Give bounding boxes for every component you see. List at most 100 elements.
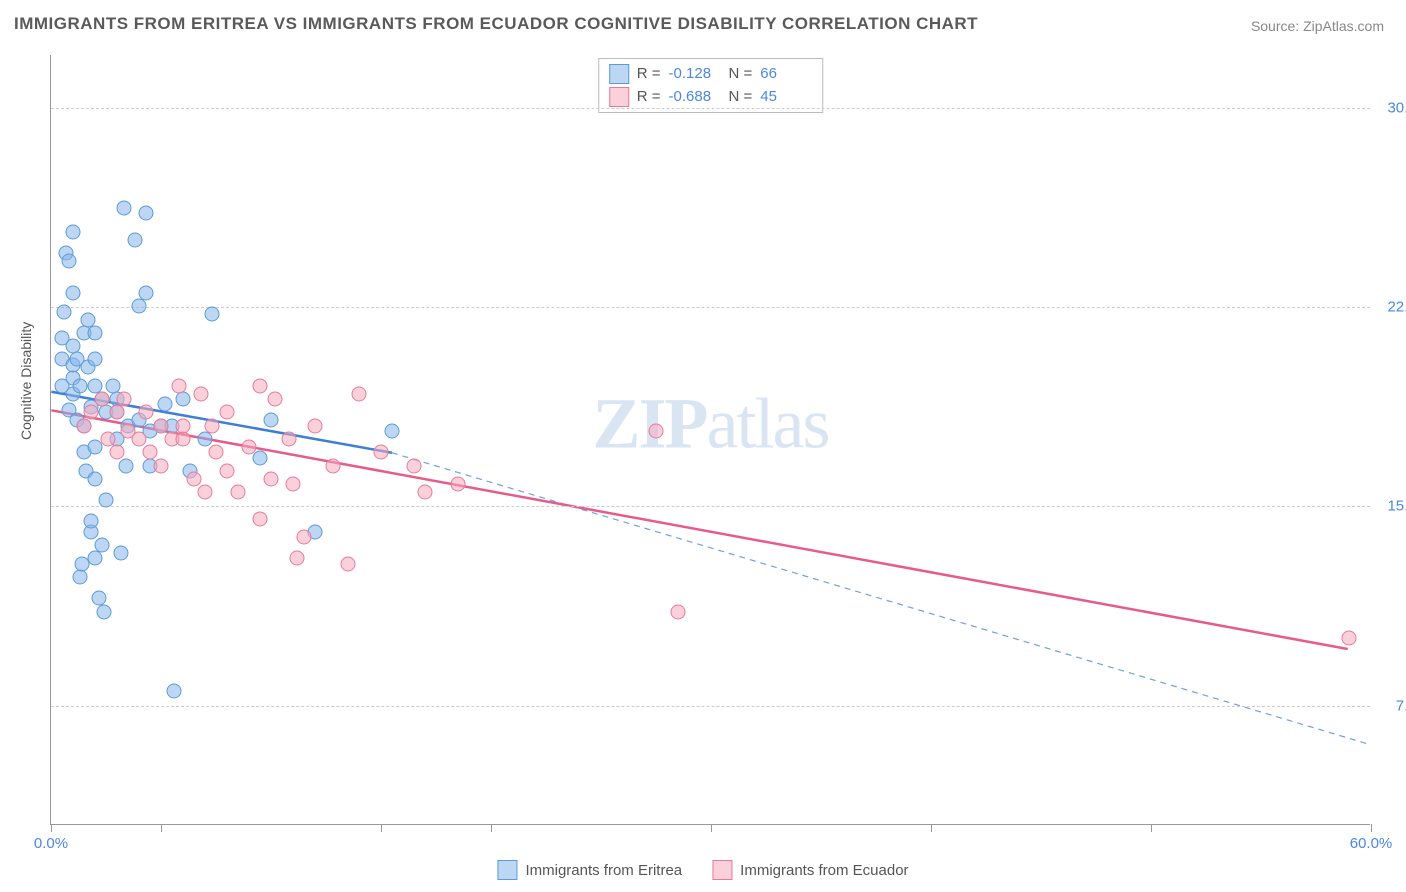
scatter-point-ecuador (176, 418, 191, 433)
scatter-point-ecuador (220, 405, 235, 420)
x-tick (381, 824, 382, 832)
legend-item-eritrea: Immigrants from Eritrea (497, 860, 682, 880)
scatter-point-ecuador (281, 432, 296, 447)
scatter-point-ecuador (325, 458, 340, 473)
gridline (51, 706, 1370, 707)
plot-area: ZIPatlas R =-0.128N =66R =-0.688N =45 7.… (50, 55, 1370, 825)
scatter-point-eritrea (158, 397, 173, 412)
scatter-point-ecuador (171, 378, 186, 393)
scatter-point-eritrea (264, 413, 279, 428)
scatter-point-eritrea (96, 604, 111, 619)
gridline (51, 108, 1370, 109)
scatter-point-eritrea (61, 254, 76, 269)
scatter-point-eritrea (127, 232, 142, 247)
correlation-stats-legend: R =-0.128N =66R = -0.688 N = 45 (598, 58, 824, 113)
legend-swatch (609, 87, 629, 107)
y-axis-title: Cognitive Disability (18, 322, 34, 440)
y-tick-label: 22.5% (1375, 299, 1406, 316)
scatter-point-eritrea (385, 424, 400, 439)
x-tick-label: 60.0% (1350, 835, 1393, 852)
scatter-point-ecuador (83, 405, 98, 420)
scatter-point-eritrea (88, 352, 103, 367)
scatter-point-ecuador (308, 418, 323, 433)
stats-row-eritrea: R =-0.128N =66 (609, 63, 813, 86)
scatter-point-ecuador (253, 511, 268, 526)
legend-item-ecuador: Immigrants from Ecuador (712, 860, 908, 880)
scatter-point-ecuador (264, 471, 279, 486)
x-tick (161, 824, 162, 832)
scatter-point-eritrea (132, 299, 147, 314)
x-tick (51, 824, 52, 832)
n-label: N = (729, 86, 753, 109)
scatter-point-eritrea (138, 206, 153, 221)
scatter-point-ecuador (154, 418, 169, 433)
scatter-point-ecuador (649, 424, 664, 439)
scatter-point-eritrea (72, 570, 87, 585)
scatter-point-ecuador (176, 432, 191, 447)
scatter-point-eritrea (57, 304, 72, 319)
legend-swatch (497, 860, 517, 880)
x-tick (931, 824, 932, 832)
scatter-point-eritrea (94, 538, 109, 553)
scatter-point-eritrea (118, 458, 133, 473)
r-label: R = (637, 63, 661, 86)
x-tick (1371, 824, 1372, 832)
scatter-point-eritrea (72, 378, 87, 393)
scatter-point-ecuador (253, 378, 268, 393)
scatter-point-ecuador (198, 485, 213, 500)
scatter-point-ecuador (268, 392, 283, 407)
x-tick (491, 824, 492, 832)
scatter-point-ecuador (374, 445, 389, 460)
scatter-point-ecuador (242, 439, 257, 454)
scatter-point-eritrea (198, 432, 213, 447)
scatter-point-ecuador (231, 485, 246, 500)
legend-swatch (712, 860, 732, 880)
scatter-point-ecuador (1342, 631, 1357, 646)
scatter-point-ecuador (110, 445, 125, 460)
source-attribution: Source: ZipAtlas.com (1251, 18, 1384, 34)
scatter-point-ecuador (116, 392, 131, 407)
trend-line (392, 453, 1370, 745)
chart-title: IMMIGRANTS FROM ERITREA VS IMMIGRANTS FR… (14, 14, 978, 34)
scatter-point-eritrea (88, 471, 103, 486)
scatter-point-ecuador (286, 477, 301, 492)
stats-row-ecuador: R =-0.688N =45 (609, 86, 813, 109)
scatter-point-ecuador (132, 432, 147, 447)
scatter-point-ecuador (341, 556, 356, 571)
scatter-point-eritrea (88, 325, 103, 340)
x-tick-label: 0.0% (34, 835, 68, 852)
scatter-point-eritrea (66, 285, 81, 300)
scatter-point-ecuador (209, 445, 224, 460)
scatter-point-ecuador (352, 386, 367, 401)
scatter-point-eritrea (167, 684, 182, 699)
scatter-point-ecuador (154, 458, 169, 473)
legend-label: Immigrants from Eritrea (525, 862, 682, 879)
scatter-point-ecuador (110, 405, 125, 420)
scatter-point-eritrea (116, 201, 131, 216)
scatter-point-ecuador (407, 458, 422, 473)
x-tick (711, 824, 712, 832)
scatter-point-ecuador (418, 485, 433, 500)
scatter-point-eritrea (66, 224, 81, 239)
scatter-point-ecuador (297, 530, 312, 545)
y-tick-label: 15.0% (1375, 498, 1406, 515)
gridline (51, 506, 1370, 507)
series-legend: Immigrants from Eritrea Immigrants from E… (497, 860, 908, 880)
scatter-point-ecuador (451, 477, 466, 492)
scatter-point-ecuador (193, 386, 208, 401)
gridline (51, 307, 1370, 308)
scatter-point-eritrea (99, 493, 114, 508)
scatter-point-eritrea (204, 307, 219, 322)
scatter-point-eritrea (138, 285, 153, 300)
y-tick-label: 30.0% (1375, 100, 1406, 117)
scatter-point-ecuador (77, 418, 92, 433)
scatter-point-ecuador (138, 405, 153, 420)
scatter-point-eritrea (253, 450, 268, 465)
n-value: 45 (760, 86, 812, 109)
legend-label: Immigrants from Ecuador (740, 862, 908, 879)
scatter-point-ecuador (187, 471, 202, 486)
r-value: -0.688 (669, 86, 721, 109)
scatter-point-eritrea (176, 392, 191, 407)
scatter-point-eritrea (83, 514, 98, 529)
y-tick-label: 7.5% (1375, 697, 1406, 714)
